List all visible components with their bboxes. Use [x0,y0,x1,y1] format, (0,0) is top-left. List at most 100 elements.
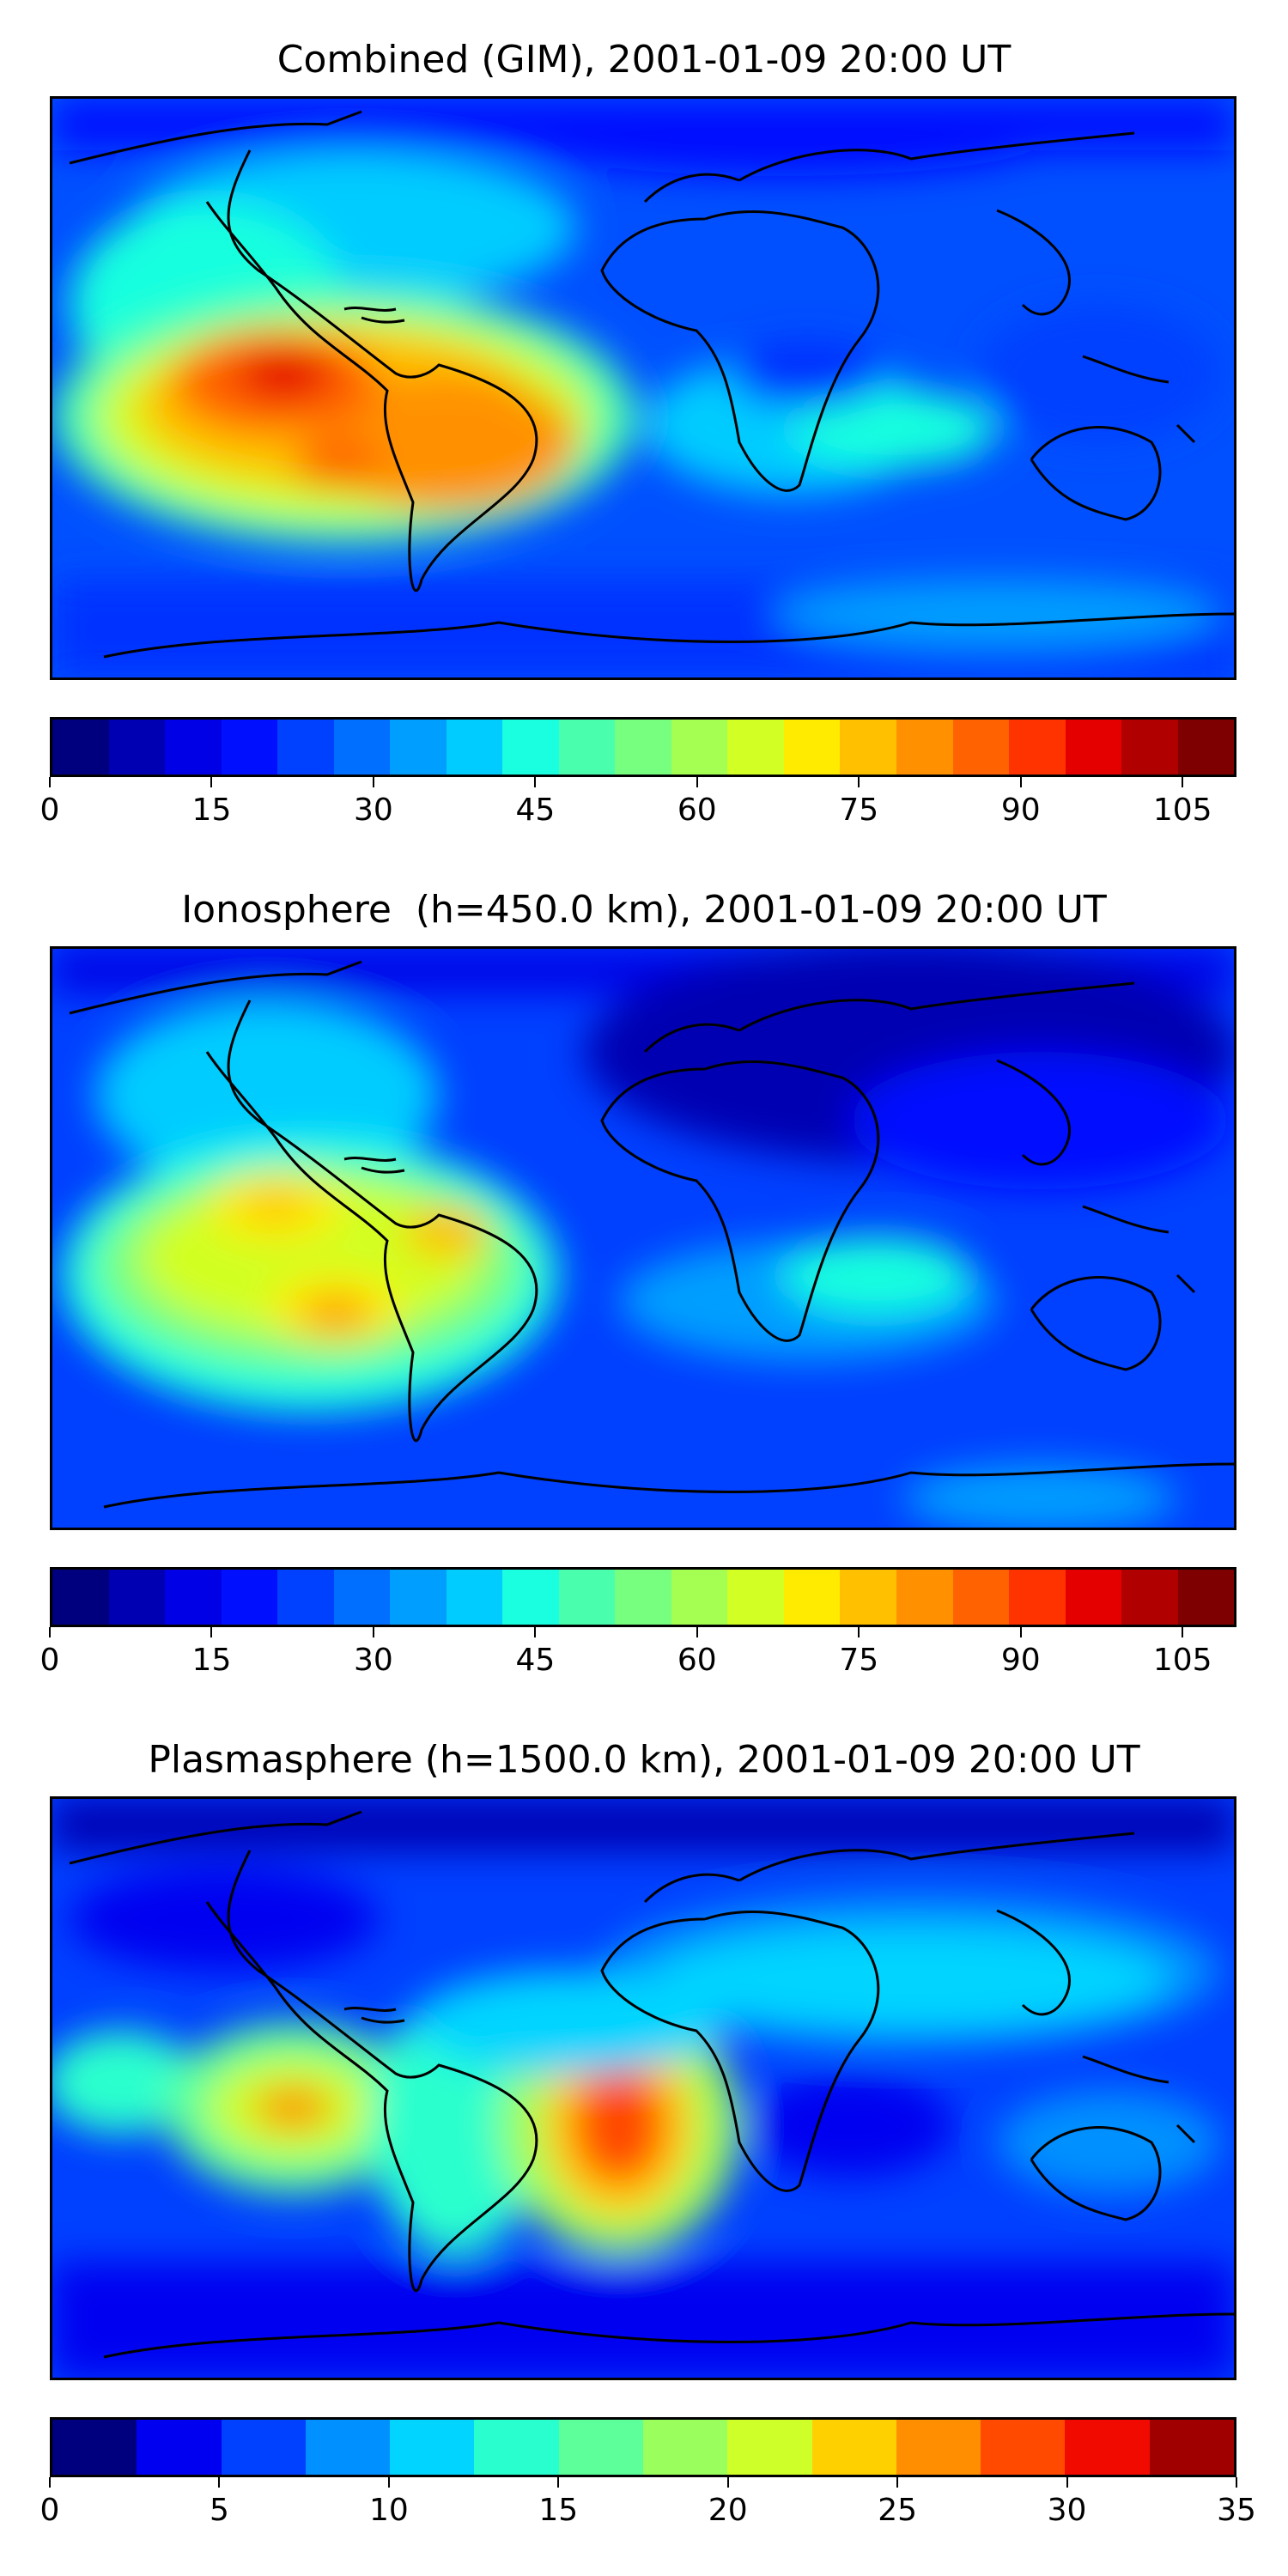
colorbar-tick-label: 0 [39,793,60,828]
colorbar-level [1121,720,1178,775]
colorbar-tick-label: 30 [354,1643,393,1678]
colorbar-level [896,2420,981,2475]
colorbar-tick-mark [858,777,860,787]
colorbar-tick-label: 15 [191,793,232,828]
colorbar-tick-mark [210,1627,213,1637]
colorbar-tick-mark [49,2477,51,2488]
colorbar-tick-label: 90 [1000,1643,1041,1678]
colorbar-tick-label: 75 [839,793,879,828]
colorbar-level [671,720,728,775]
colorbar-level [52,2420,137,2475]
map-title-combined: Combined (GIM), 2001-01-09 20:00 UT [276,38,1012,82]
map-title-plasmasphere: Plasmasphere (h=1500.0 km), 2001-01-09 2… [148,1738,1140,1782]
colorbar-tick-mark [49,777,51,787]
colorbar-level [1009,1570,1066,1625]
colorbar-level [1177,720,1235,775]
colorbar-level [558,2420,643,2475]
colorbar-tick-mark [1182,1627,1184,1637]
colorbar-tick-mark [1236,2477,1237,2488]
colorbar-tick-mark [696,777,698,787]
colorbar-level [390,2420,475,2475]
colorbar-level [446,1570,503,1625]
colorbar-plasmasphere [50,2417,1236,2477]
coastline-outline [69,110,1234,659]
colorbar-level [783,1570,841,1625]
colorbar-tick-label: 105 [1152,793,1212,828]
colorbar-level [277,1570,334,1625]
colorbar-ticks-ionosphere: 0 15 30 45 60 75 90 105 [40,1627,1236,1679]
colorbar-combined [50,717,1236,777]
colorbar-level [333,1570,391,1625]
colorbar-level [502,1570,559,1625]
colorbar-level [221,1570,278,1625]
colorbar-tick-label: 15 [191,1643,232,1678]
colorbar-level [615,1570,671,1625]
colorbar-tick-label: 0 [39,2493,60,2528]
colorbar-tick-label: 20 [708,2493,748,2528]
colorbar-tick-mark [49,1627,51,1637]
tec-map-plasmasphere [50,1796,1236,2380]
colorbar-tick-mark [1182,777,1184,787]
colorbar-tick-label: 45 [515,793,556,828]
colorbar-tick-mark [534,777,537,787]
colorbar-level [642,2420,728,2475]
colorbar-level [952,1570,1010,1625]
colorbar-tick-label: 60 [677,793,717,828]
colorbar-ticks-plasmasphere: 0 5 10 15 20 25 30 35 [40,2477,1256,2529]
colorbar-level [840,1570,896,1625]
colorbar-level [1065,1570,1122,1625]
colorbar-tick-mark [1019,777,1022,787]
colorbar-level [390,720,447,775]
colorbar-level [474,2420,559,2475]
colorbar-level [137,2420,222,2475]
colorbar-level [277,720,334,775]
colorbar-level [1121,1570,1178,1625]
colorbar-level [165,1570,222,1625]
colorbar-tick-label: 105 [1152,1643,1212,1678]
colorbar-level [896,720,953,775]
colorbar-tick-mark [696,1627,698,1637]
colorbar-level [165,720,222,775]
colorbar-level [52,720,109,775]
colorbar-level [615,720,671,775]
coastline-outline [69,1810,1234,2359]
colorbar-tick-mark [557,2477,560,2488]
map-title-ionosphere: Ionosphere (h=450.0 km), 2001-01-09 20:0… [181,888,1107,932]
colorbar-level [305,2420,391,2475]
colorbar-level [108,1570,166,1625]
colorbar-ticks-combined: 0 15 30 45 60 75 90 105 [40,777,1236,829]
colorbar-level [446,720,503,775]
colorbar-tick-label: 0 [39,1643,60,1678]
colorbar-tick-mark [1066,2477,1068,2488]
colorbar-level [981,2420,1066,2475]
colorbar-level [558,720,616,775]
colorbar-level [727,720,784,775]
colorbar-level [558,1570,616,1625]
colorbar-level [1065,720,1122,775]
colorbar-tick-label: 15 [538,2493,579,2528]
colorbar-level [221,720,278,775]
colorbar-tick-mark [218,2477,221,2488]
colorbar-level [108,720,166,775]
colorbar-tick-label: 75 [839,1643,879,1678]
colorbar-level [52,1570,109,1625]
colorbar-tick-mark [534,1627,537,1637]
colorbar-level [333,720,391,775]
colorbar-level [952,720,1010,775]
colorbar-tick-label: 60 [677,1643,717,1678]
colorbar-level [727,1570,784,1625]
tec-map-combined [50,96,1236,680]
colorbar-tick-mark [1019,1627,1022,1637]
colorbar-tick-label: 30 [354,793,393,828]
colorbar-tick-mark [372,777,374,787]
colorbar-level [1149,2420,1234,2475]
colorbar-level [1177,1570,1235,1625]
colorbar-level [896,1570,953,1625]
tec-map-ionosphere [50,946,1236,1530]
colorbar-tick-label: 35 [1217,2493,1256,2528]
colorbar-level [811,2420,896,2475]
colorbar-level [1009,720,1066,775]
colorbar-tick-label: 25 [878,2493,918,2528]
colorbar-level [221,2420,306,2475]
colorbar-level [727,2420,812,2475]
